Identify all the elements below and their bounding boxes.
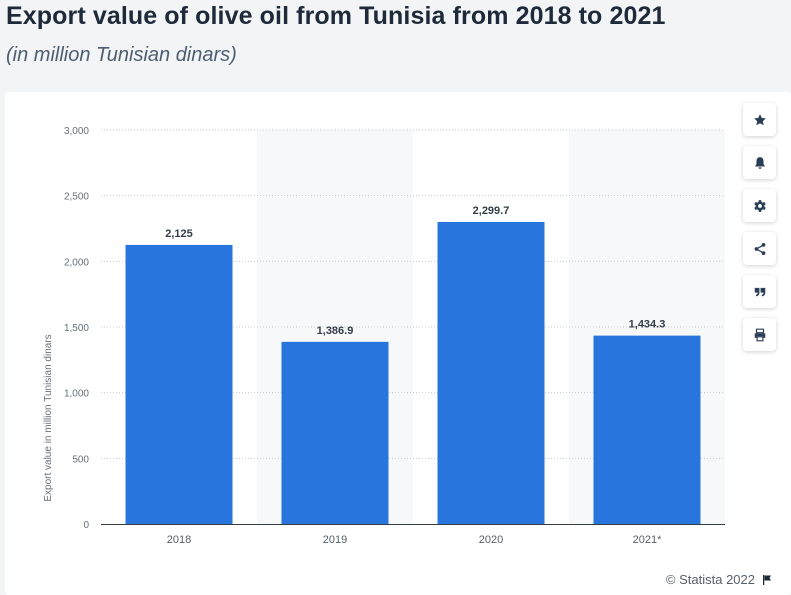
x-tick-label: 2018 (167, 534, 191, 546)
chart-subtitle: (in million Tunisian dinars) (6, 44, 237, 66)
chart-title: Export value of olive oil from Tunisia f… (6, 2, 666, 30)
y-tick-label: 0 (83, 520, 89, 531)
y-tick-label: 1,500 (64, 323, 89, 334)
credit-text: © Statista 2022 (665, 572, 755, 587)
bar-2021*[interactable] (593, 335, 701, 524)
flag-icon (763, 574, 771, 585)
y-tick-label: 2,000 (64, 257, 89, 268)
bell-icon (754, 156, 765, 169)
y-tick-label: 2,500 (64, 192, 89, 203)
gear-icon (753, 199, 766, 212)
share-icon (754, 242, 765, 255)
x-tick-label: 2020 (479, 534, 503, 546)
quote-icon (754, 287, 765, 296)
chart-card: 2,125 1,386.9 2,299.7 1,434.3 0 500 1,000 1,50… (5, 92, 791, 595)
data-label-2021*: 1,434.3 (629, 319, 666, 331)
bar-2018[interactable] (125, 244, 233, 524)
statista-credit[interactable]: © Statista 2022 (666, 572, 773, 587)
bar-chart: 2,125 1,386.9 2,299.7 1,434.3 0 500 1,000 1,50… (43, 126, 725, 546)
y-tick-label: 3,000 (64, 126, 89, 137)
bar-2019[interactable] (281, 341, 389, 524)
data-label-2018: 2,125 (165, 228, 193, 240)
x-tick-label: 2021* (633, 534, 662, 546)
x-tick-label: 2019 (323, 534, 347, 546)
notification-button[interactable] (743, 146, 776, 179)
y-tick-label: 1,000 (64, 389, 89, 400)
print-button[interactable] (743, 318, 776, 351)
y-tick-label: 500 (72, 454, 89, 465)
print-icon (754, 328, 765, 341)
share-button[interactable] (743, 232, 776, 265)
cite-button[interactable] (743, 275, 776, 308)
data-label-2019: 1,386.9 (317, 325, 354, 337)
favorite-button[interactable] (743, 103, 776, 136)
y-axis-label: Export value in million Tunisian dinars (43, 334, 54, 501)
bar-2020[interactable] (437, 221, 545, 525)
data-label-2020: 2,299.7 (473, 205, 510, 217)
settings-button[interactable] (743, 189, 776, 222)
star-icon (753, 113, 766, 125)
